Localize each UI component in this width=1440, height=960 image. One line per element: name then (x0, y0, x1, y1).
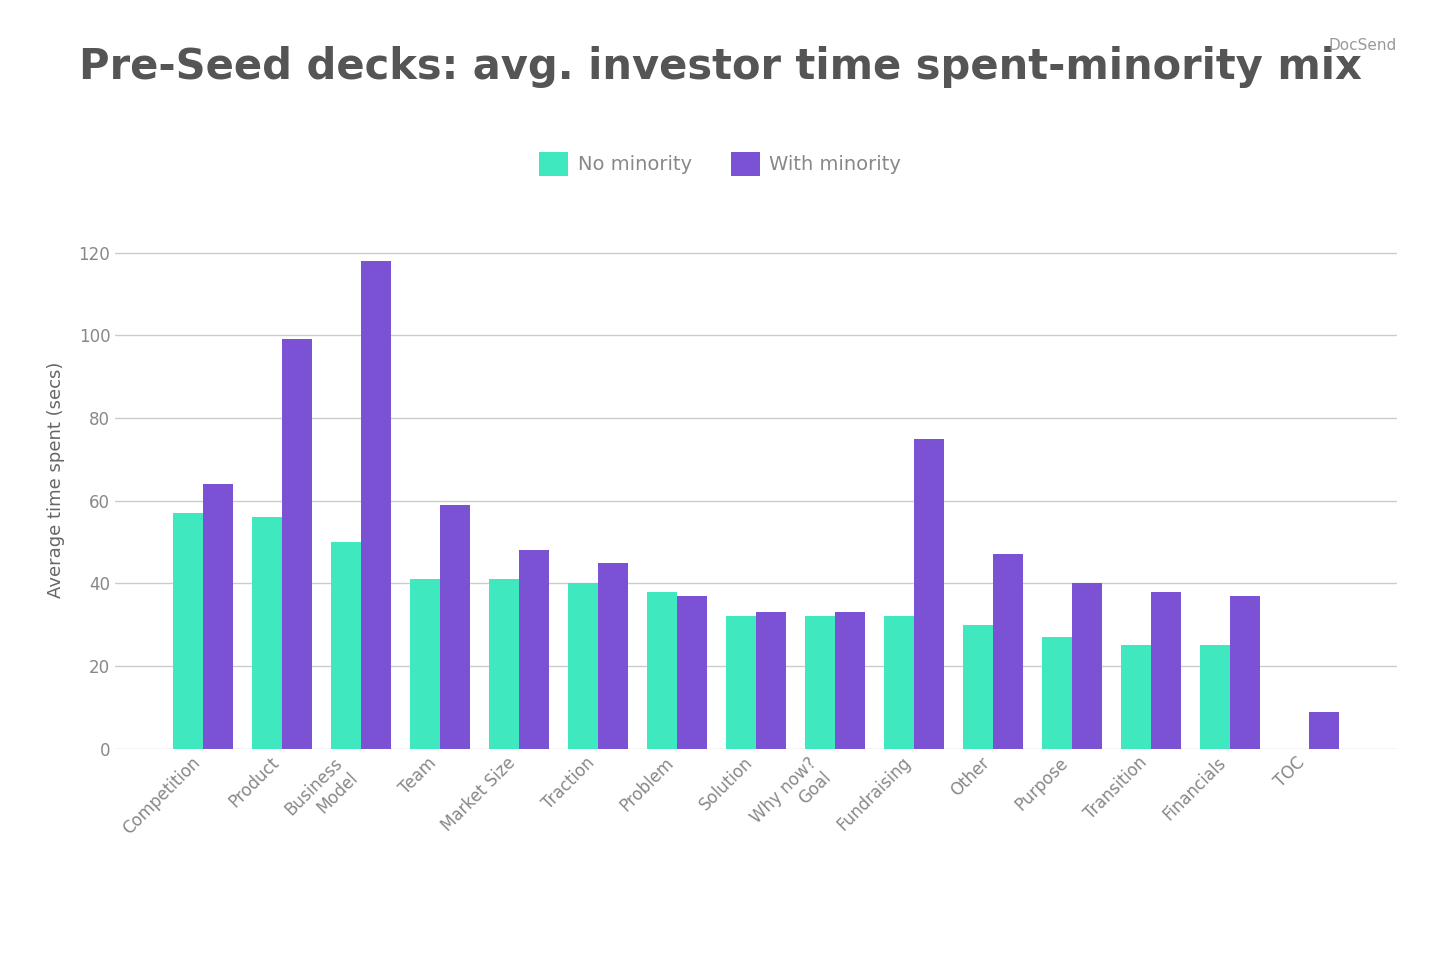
Bar (963, 625, 992, 749)
Bar (282, 340, 312, 749)
Bar (884, 616, 914, 749)
Bar (992, 555, 1022, 749)
Bar (252, 517, 282, 749)
Legend: No minority, With minority: No minority, With minority (531, 144, 909, 183)
Bar (1309, 711, 1339, 749)
Bar (1041, 637, 1071, 749)
Bar (1230, 596, 1260, 749)
Bar (490, 579, 520, 749)
Bar (569, 584, 598, 749)
Bar (361, 261, 392, 749)
Bar (1071, 584, 1102, 749)
Bar (598, 563, 628, 749)
Y-axis label: Average time spent (secs): Average time spent (secs) (46, 362, 65, 598)
Bar (677, 596, 707, 749)
Bar (1120, 645, 1151, 749)
Bar (726, 616, 756, 749)
Bar (647, 591, 677, 749)
Bar (1200, 645, 1230, 749)
Bar (835, 612, 865, 749)
Bar (410, 579, 441, 749)
Bar (805, 616, 835, 749)
Bar (914, 439, 943, 749)
Bar (1151, 591, 1181, 749)
Bar (756, 612, 786, 749)
Text: DocSend: DocSend (1329, 38, 1397, 54)
Bar (520, 550, 549, 749)
Bar (173, 513, 203, 749)
Bar (331, 542, 361, 749)
Bar (203, 484, 233, 749)
Bar (441, 505, 471, 749)
Text: Pre-Seed decks: avg. investor time spent-minority mix: Pre-Seed decks: avg. investor time spent… (79, 46, 1361, 88)
